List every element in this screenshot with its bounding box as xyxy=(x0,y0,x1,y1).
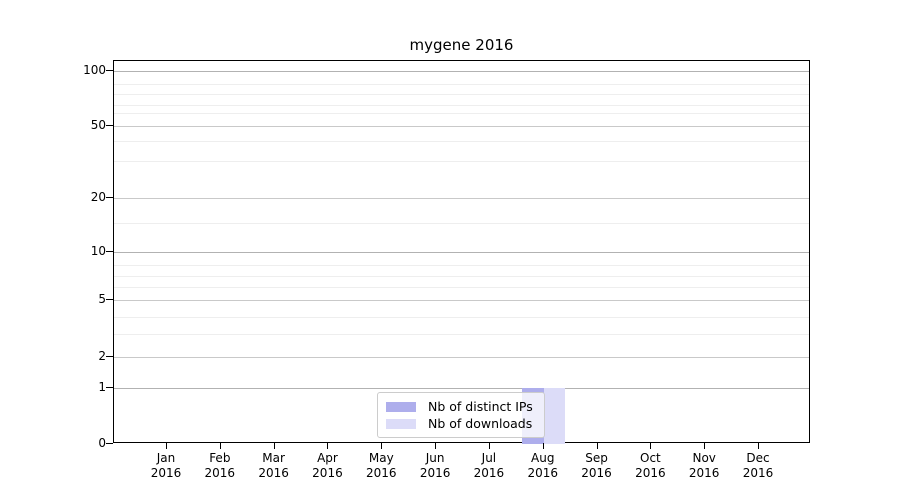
x-tick-mark-oct xyxy=(650,443,652,449)
x-tick-label-may: May 2016 xyxy=(365,451,397,480)
y-tick-mark-0 xyxy=(106,443,113,444)
legend: Nb of distinct IPs Nb of downloads xyxy=(377,392,545,438)
x-tick-label-jun: Jun 2016 xyxy=(419,451,451,480)
y-tick-label-20: 20 xyxy=(90,190,106,204)
gridline-y-2 xyxy=(114,357,809,358)
y-tick-mark-100 xyxy=(106,70,113,71)
y-tick-label-10: 10 xyxy=(90,244,106,258)
gridline-y-1 xyxy=(114,388,809,389)
y-tick-label-0: 0 xyxy=(98,436,106,450)
plot-area xyxy=(113,60,810,444)
bar-nb-of-downloads-aug xyxy=(543,388,566,444)
x-tick-label-nov: Nov 2016 xyxy=(688,451,720,480)
x-tick-label-apr: Apr 2016 xyxy=(312,451,343,480)
minor-gridline xyxy=(114,317,809,318)
x-tick-mark-aug xyxy=(542,443,544,449)
minor-gridline xyxy=(114,223,809,224)
legend-swatch-downloads xyxy=(386,418,416,429)
x-tick-mark-may xyxy=(381,443,383,449)
x-tick-mark-dec xyxy=(758,443,760,449)
y-tick-label-50: 50 xyxy=(90,118,106,132)
minor-gridline xyxy=(114,334,809,335)
x-tick-label-sep: Sep 2016 xyxy=(581,451,612,480)
x-tick-mark-jul xyxy=(488,443,490,449)
minor-gridline xyxy=(114,276,809,277)
legend-item-distinct-ips: Nb of distinct IPs xyxy=(386,398,536,415)
x-tick-mark-jun xyxy=(435,443,437,449)
y-tick-label-100: 100 xyxy=(83,63,106,77)
minor-gridline xyxy=(114,84,809,85)
legend-item-downloads: Nb of downloads xyxy=(386,415,536,432)
y-tick-label-2: 2 xyxy=(98,349,106,363)
x-tick-mark-jan xyxy=(166,443,167,449)
legend-swatch-distinct-ips xyxy=(386,401,416,412)
x-tick-label-aug: Aug 2016 xyxy=(527,451,558,480)
x-tick-mark-nov xyxy=(704,443,706,449)
y-tick-mark-10 xyxy=(106,251,113,252)
legend-label-distinct-ips: Nb of distinct IPs xyxy=(428,399,533,414)
y-tick-mark-1 xyxy=(106,387,113,388)
legend-label-downloads: Nb of downloads xyxy=(428,416,533,431)
minor-gridline xyxy=(114,113,809,114)
y-tick-label-1: 1 xyxy=(98,380,106,394)
x-tick-mark-apr xyxy=(327,443,329,449)
x-tick-mark-sep xyxy=(596,443,598,449)
x-tick-label-mar: Mar 2016 xyxy=(258,451,289,480)
gridline-y-10 xyxy=(114,252,809,253)
y-tick-mark-2 xyxy=(106,356,113,357)
minor-gridline xyxy=(114,105,809,106)
y-tick-mark-20 xyxy=(106,197,113,198)
gridline-y-50 xyxy=(114,126,809,127)
x-tick-label-dec: Dec 2016 xyxy=(742,451,774,480)
gridline-y-100 xyxy=(114,71,809,72)
minor-gridline xyxy=(114,265,809,266)
minor-gridline xyxy=(114,161,809,162)
y-tick-mark-5 xyxy=(106,299,113,300)
x-tick-label-oct: Oct 2016 xyxy=(635,451,666,480)
minor-gridline xyxy=(114,94,809,95)
x-tick-mark-feb xyxy=(219,443,221,449)
x-tick-label-jul: Jul 2016 xyxy=(473,451,505,480)
y-tick-label-5: 5 xyxy=(98,292,106,306)
minor-gridline xyxy=(114,141,809,142)
x-tick-mark-mar xyxy=(273,443,275,449)
gridline-y-20 xyxy=(114,198,809,199)
chart-title: mygene 2016 xyxy=(409,36,514,54)
gridline-y-5 xyxy=(114,300,809,301)
minor-gridline xyxy=(114,287,809,288)
y-tick-mark-50 xyxy=(106,125,113,126)
x-tick-label-jan: Jan 2016 xyxy=(150,451,182,480)
x-tick-label-feb: Feb 2016 xyxy=(204,451,236,480)
